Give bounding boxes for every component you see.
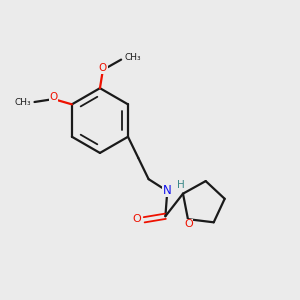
Text: O: O: [133, 214, 142, 224]
Text: O: O: [184, 220, 193, 230]
Text: O: O: [50, 92, 58, 102]
Text: O: O: [99, 63, 107, 74]
Text: CH₃: CH₃: [124, 53, 141, 62]
Text: H: H: [177, 180, 185, 190]
Text: CH₃: CH₃: [15, 98, 31, 106]
Text: N: N: [163, 184, 171, 197]
